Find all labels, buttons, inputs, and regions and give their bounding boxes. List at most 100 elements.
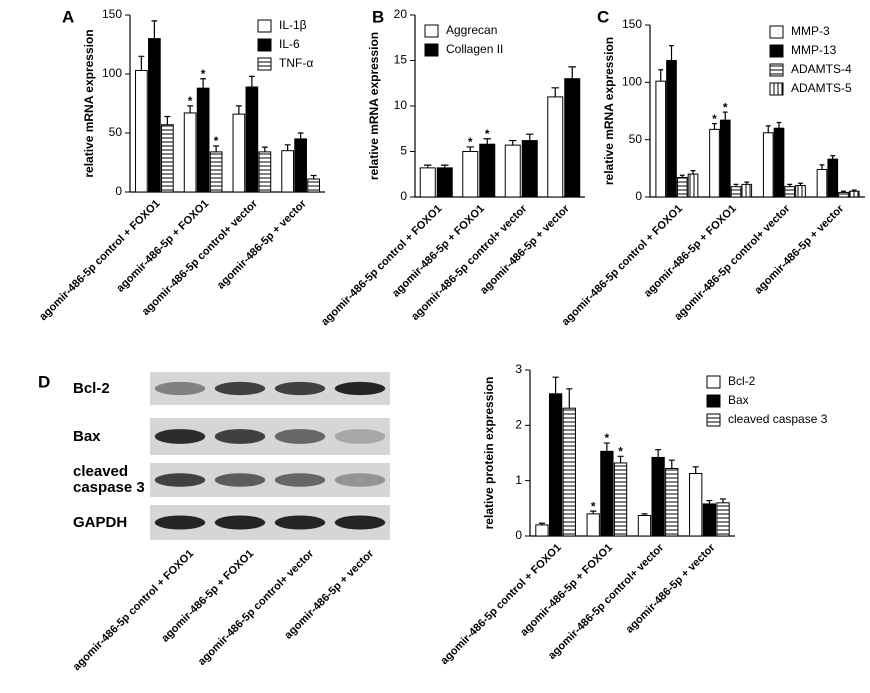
error-bar [261, 146, 268, 152]
y-axis-label: relative mRNA expression [367, 32, 381, 180]
bar [666, 60, 677, 198]
blot-band [274, 515, 326, 530]
y-tick-label: 20 [394, 7, 408, 21]
error-bar [424, 164, 432, 168]
error-bar [466, 146, 474, 152]
error-bar [617, 455, 624, 463]
error-bar [679, 174, 685, 178]
y-tick-label: 10 [394, 98, 408, 112]
legend-swatch [769, 82, 784, 96]
x-tick-label: agomir-486-5p control + FOXO1 [71, 548, 196, 673]
error-bar [712, 123, 717, 130]
error-bar [641, 513, 648, 516]
significance-mark: * [201, 67, 206, 81]
y-tick-label: 3 [515, 362, 522, 376]
legend-swatch [257, 57, 272, 71]
bar [148, 38, 161, 193]
blot-band [274, 429, 326, 444]
error-bar [151, 20, 158, 39]
bar [848, 190, 860, 198]
bar [307, 178, 320, 193]
bar [183, 112, 197, 193]
error-bar [441, 164, 449, 168]
bar [741, 183, 753, 198]
legend-swatch [769, 44, 784, 58]
y-tick-label: 15 [394, 53, 408, 67]
legend-label: Collagen II [446, 42, 503, 56]
significance-mark: * [468, 135, 473, 149]
error-bar [798, 182, 803, 186]
x-tick-label: agomir-486-5p + vector [478, 202, 572, 296]
legend-swatch [424, 24, 439, 38]
bar [479, 143, 496, 198]
error-bar [590, 510, 597, 514]
error-bar [706, 499, 713, 504]
bar [548, 393, 563, 537]
error-bar [164, 115, 171, 125]
error-bar [200, 78, 207, 89]
blot-row-label: cleaved caspase 3 [73, 463, 145, 496]
significance-mark: * [485, 127, 490, 141]
panel-label: C [597, 7, 609, 26]
y-tick-label: 0 [400, 189, 407, 203]
bar [637, 515, 652, 537]
bar [281, 150, 294, 193]
bar [600, 450, 614, 537]
error-bar [552, 376, 559, 394]
bar [716, 502, 730, 537]
error-bar [851, 189, 857, 192]
error-bar [668, 459, 675, 469]
legend-swatch [769, 25, 784, 39]
bar [687, 173, 699, 198]
x-tick-label: agomir-486-5p + vector [752, 202, 846, 296]
bar [294, 138, 307, 193]
bar [521, 140, 538, 198]
blot-band [334, 515, 386, 530]
x-tick-label: agomir-486-5p + FOXO1 [518, 542, 615, 639]
error-bar [568, 66, 576, 79]
significance-mark: * [214, 134, 219, 148]
error-bar [658, 69, 664, 82]
error-bar [819, 164, 825, 170]
error-bar [841, 190, 846, 193]
y-tick-label: 1 [515, 473, 522, 487]
error-bar [744, 181, 750, 185]
bar [665, 467, 679, 537]
blot-band [214, 429, 266, 444]
bar [535, 524, 549, 537]
blot-row-label: GAPDH [73, 513, 128, 531]
blot-band [334, 429, 386, 444]
blot-band [274, 381, 326, 396]
panel-label: A [62, 7, 74, 26]
significance-mark: * [618, 444, 623, 458]
bar [436, 167, 453, 198]
legend-swatch [424, 43, 439, 57]
legend-label: TNF-α [279, 56, 313, 70]
bar [209, 151, 223, 193]
legend-label: Bax [728, 393, 749, 407]
significance-mark: * [605, 431, 610, 445]
bar [816, 168, 828, 198]
error-bar [655, 449, 662, 458]
significance-mark: * [723, 100, 728, 114]
legend-label: Aggrecan [446, 23, 497, 37]
blot-band [154, 473, 206, 487]
legend-label: MMP-13 [791, 43, 837, 57]
blot-band [334, 473, 386, 487]
bar [773, 127, 785, 198]
error-bar [669, 45, 674, 61]
x-tick-label: agomir-486-5p control+ vector [672, 202, 793, 323]
error-bar [690, 170, 696, 175]
y-tick-label: 150 [102, 7, 122, 21]
bar [827, 158, 839, 198]
significance-mark: * [591, 499, 596, 513]
y-tick-label: 0 [635, 189, 642, 203]
panel-label: D [38, 372, 50, 391]
bar [730, 186, 742, 198]
error-bar [733, 183, 739, 187]
error-bar [213, 145, 220, 152]
bar [245, 86, 259, 193]
bar [838, 191, 849, 198]
error-bar [310, 174, 317, 180]
